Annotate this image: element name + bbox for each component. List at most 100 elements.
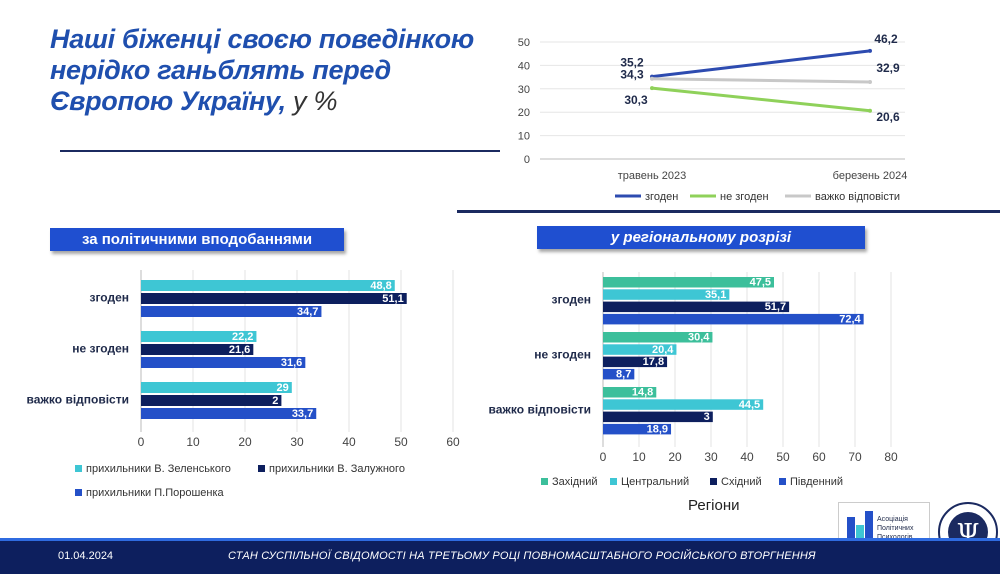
political-banner: за політичними вподобаннями [50,228,344,251]
political-data-label: 29 [277,382,289,394]
political-data-label: 2 [272,395,278,407]
regional-bar [603,277,774,288]
regional-x-tick-label: 60 [812,450,826,464]
svg-text:Психологів: Психологів [877,533,913,541]
political-category-label: важко відповісти [27,393,129,407]
regional-data-label: 18,9 [647,423,668,435]
political-bar [141,306,322,317]
footer-bar: 01.04.2024 СТАН СУСПІЛЬНОЇ СВІДОМОСТІ НА… [0,541,1000,574]
svg-text:Політичних: Політичних [877,524,914,532]
regional-category-label: згоден [551,293,591,307]
political-legend-swatch [258,465,265,472]
line-y-tick-label: 50 [518,37,530,49]
regional-x-tick-label: 50 [776,450,790,464]
regional-bar [603,387,657,398]
regional-legend-label: Центральний [621,476,689,488]
line-y-tick-label: 20 [518,107,530,119]
regional-bar [603,344,677,355]
regional-bar [603,368,635,380]
political-legend-swatch [75,465,82,472]
title-text: Наші біженці своєю поведінкою нерідко га… [50,24,474,116]
title-unit: у % [285,86,338,116]
regional-x-tick-label: 40 [740,450,754,464]
regional-bar [603,399,764,410]
line-legend-label: не згоден [720,191,769,203]
political-data-label: 48,8 [370,280,391,292]
line-legend-label: важко відповісти [815,191,900,203]
political-data-label: 21,6 [229,344,250,356]
regional-x-tick-label: 80 [884,450,898,464]
political-legend-swatch [75,489,82,496]
regional-legend-label: Південний [790,476,843,488]
regional-data-label: 47,5 [750,277,771,289]
line-x-tick-label: травень 2023 [618,170,686,182]
regional-x-tick-label: 30 [704,450,718,464]
divider-left [60,150,500,152]
line-data-label: 34,3 [620,68,644,82]
line-data-label: 20,6 [876,110,900,124]
regional-data-label: 14,8 [632,387,653,399]
regional-data-label: 30,4 [688,332,710,344]
line-y-tick-label: 40 [518,60,530,72]
regional-legend-label: Східний [721,476,762,488]
regional-x-tick-label: 10 [632,450,646,464]
regional-legend-swatch [541,478,548,485]
political-bar [141,395,282,406]
political-data-label: 22,2 [232,331,253,343]
line-point [650,86,654,91]
line-point [868,80,872,85]
political-x-tick-label: 60 [446,435,460,449]
regional-banner: у регіональному розрізі [537,226,865,249]
regional-legend-swatch [779,478,786,485]
line-y-tick-label: 0 [524,154,530,166]
political-x-tick-label: 20 [238,435,252,449]
political-bar [141,382,292,393]
political-bar [141,331,257,342]
political-legend-label: прихильники П.Порошенка [86,487,225,499]
regional-bar [603,289,730,300]
regional-bar [603,423,672,435]
political-bar [141,280,395,291]
regional-data-label: 35,1 [705,289,726,301]
line-series-1 [651,49,871,79]
political-bar [141,357,306,368]
regional-data-label: 51,7 [765,301,786,313]
political-x-tick-label: 10 [186,435,200,449]
regional-data-label: 20,4 [652,344,674,356]
line-point [650,76,654,81]
line-x-tick-label: березень 2024 [833,170,908,182]
political-bar [141,408,317,419]
regional-bar [603,332,713,343]
svg-text:Асоціація: Асоціація [877,515,908,523]
regional-data-label: 72,4 [839,313,861,325]
line-point [868,48,872,53]
political-x-tick-label: 40 [342,435,356,449]
regional-legend-label: Західний [552,476,598,488]
regional-data-label: 17,8 [643,356,664,368]
line-series-2 [651,86,871,113]
regional-bar [603,313,864,325]
regional-bar [603,356,668,368]
regional-data-label: 8,7 [616,368,631,380]
political-data-label: 31,6 [281,357,302,369]
regional-category-label: не згоден [534,348,591,362]
regional-x-tick-label: 0 [600,450,607,464]
political-category-label: не згоден [72,342,129,356]
regional-data-label: 3 [704,411,710,423]
divider-right [457,210,1000,213]
line-y-tick-label: 30 [518,84,530,96]
regional-data-label: 44,5 [739,399,760,411]
political-bar [141,293,407,304]
political-x-tick-label: 30 [290,435,304,449]
regional-xlabel: Регіони [688,497,740,514]
regional-bar [603,301,790,313]
political-legend-label: прихильники В. Зеленського [86,463,231,475]
line-data-label: 32,9 [876,61,900,75]
page-title: Наші біженці своєю поведінкою нерідко га… [50,24,490,117]
political-legend-label: прихильники В. Залужного [269,463,405,475]
line-data-label: 30,3 [624,93,648,107]
line-legend-label: згоден [645,191,678,203]
footer-accent-line [0,538,1000,541]
political-data-label: 51,1 [382,293,403,305]
political-x-tick-label: 0 [138,435,145,449]
